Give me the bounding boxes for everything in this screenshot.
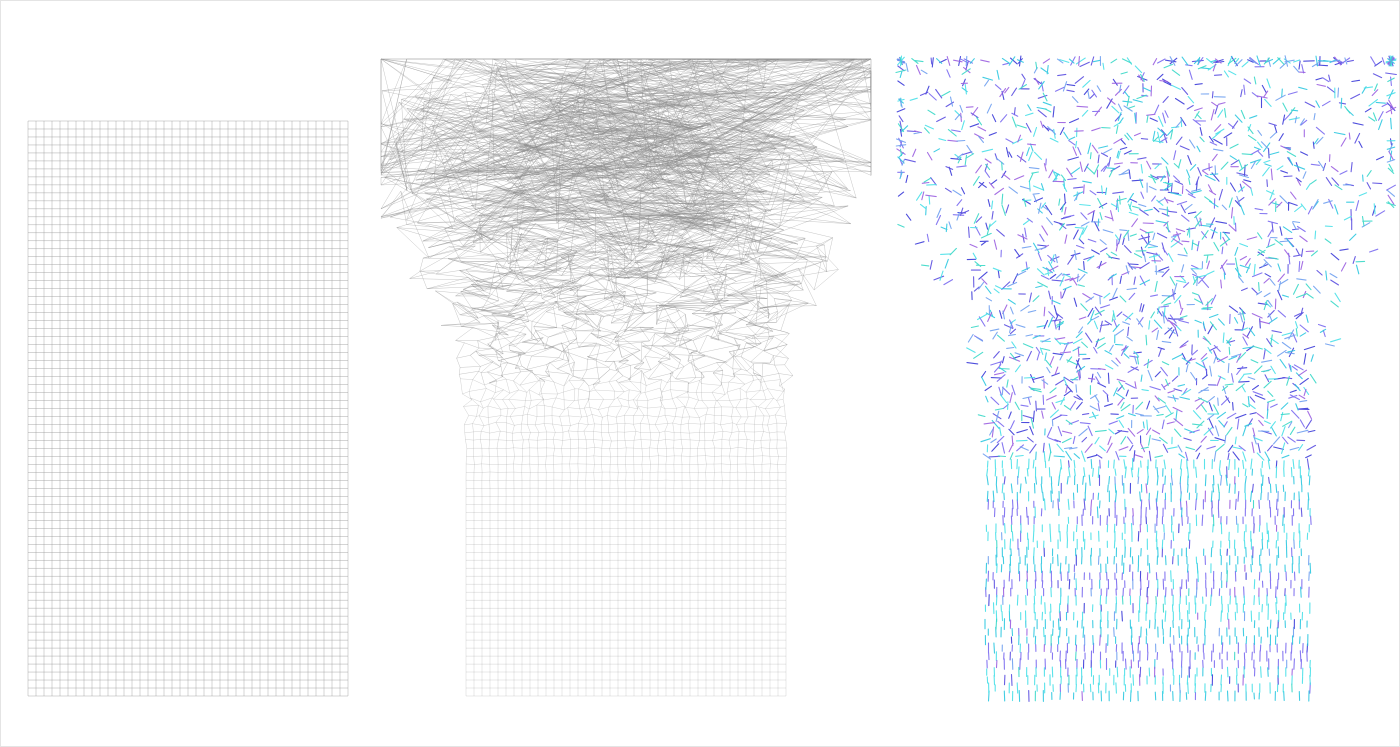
ordered-segments [460, 378, 788, 697]
dash-group-0 [896, 55, 1396, 686]
dash-group-6 [895, 55, 1396, 694]
dash-group-4 [897, 55, 1397, 702]
grid-lines [27, 120, 349, 697]
chaotic-segments [380, 58, 872, 387]
dash-field [895, 55, 1397, 702]
dash-group-2 [897, 56, 1396, 701]
dash-group-7 [895, 56, 1396, 702]
grid-gaps [28, 121, 348, 137]
